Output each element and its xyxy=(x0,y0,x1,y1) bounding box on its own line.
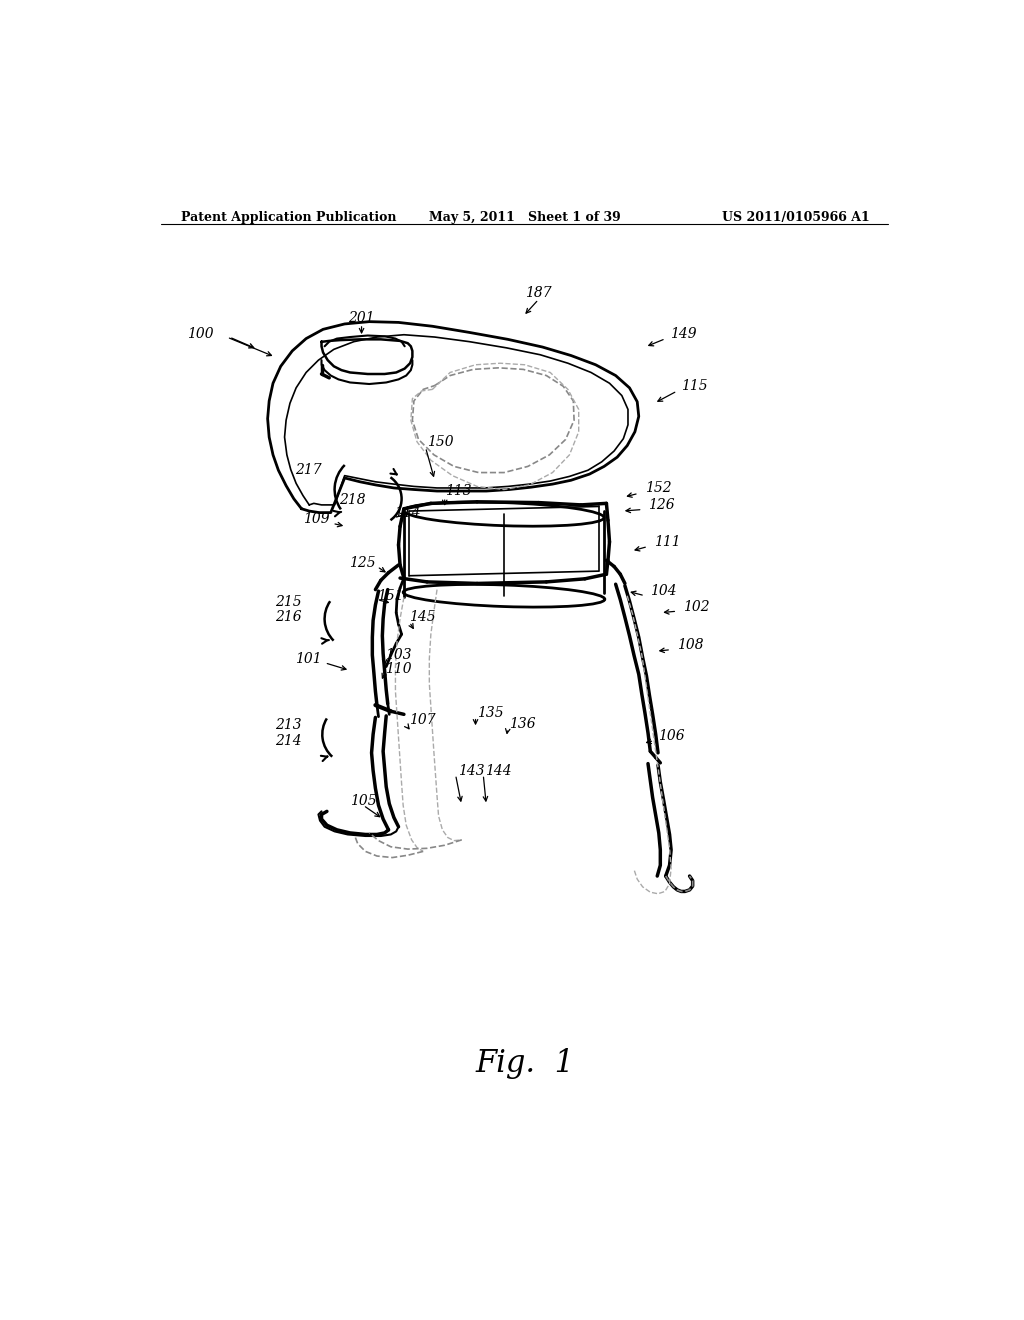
Text: 151: 151 xyxy=(377,589,403,603)
Text: 217: 217 xyxy=(295,463,322,478)
Text: 150: 150 xyxy=(427,434,454,449)
Text: Patent Application Publication: Patent Application Publication xyxy=(180,211,396,224)
Text: US 2011/0105966 A1: US 2011/0105966 A1 xyxy=(722,211,869,224)
Text: 213: 213 xyxy=(274,718,301,733)
Text: 187: 187 xyxy=(525,286,552,300)
Text: 105: 105 xyxy=(350,795,377,808)
Text: 215: 215 xyxy=(274,595,301,609)
Text: 102: 102 xyxy=(683,599,710,614)
Text: 201: 201 xyxy=(348,310,375,325)
Text: 113: 113 xyxy=(444,484,471,498)
Text: 104: 104 xyxy=(649,585,676,598)
Text: 145: 145 xyxy=(410,610,436,624)
Text: 103: 103 xyxy=(385,648,412,663)
Text: 114: 114 xyxy=(394,506,421,520)
Text: 216: 216 xyxy=(274,610,301,624)
Text: 136: 136 xyxy=(509,717,536,731)
Text: 106: 106 xyxy=(658,729,685,743)
Text: 144: 144 xyxy=(484,763,511,777)
Text: Fig.  1: Fig. 1 xyxy=(475,1048,574,1078)
Text: 107: 107 xyxy=(410,714,436,727)
Text: May 5, 2011   Sheet 1 of 39: May 5, 2011 Sheet 1 of 39 xyxy=(429,211,621,224)
Text: 108: 108 xyxy=(677,638,703,652)
Text: 126: 126 xyxy=(648,498,675,512)
Text: 100: 100 xyxy=(187,327,214,341)
Text: 149: 149 xyxy=(670,327,696,341)
Text: 152: 152 xyxy=(645,480,672,495)
Text: 115: 115 xyxy=(681,379,708,392)
Text: 125: 125 xyxy=(349,556,376,570)
Text: 135: 135 xyxy=(477,706,504,719)
Text: 109: 109 xyxy=(303,512,330,525)
Text: 214: 214 xyxy=(274,734,301,747)
Text: 143: 143 xyxy=(458,763,484,777)
Text: 111: 111 xyxy=(654,535,681,549)
Text: 218: 218 xyxy=(339,492,366,507)
Text: 110: 110 xyxy=(385,661,412,676)
Text: 101: 101 xyxy=(295,652,322,665)
